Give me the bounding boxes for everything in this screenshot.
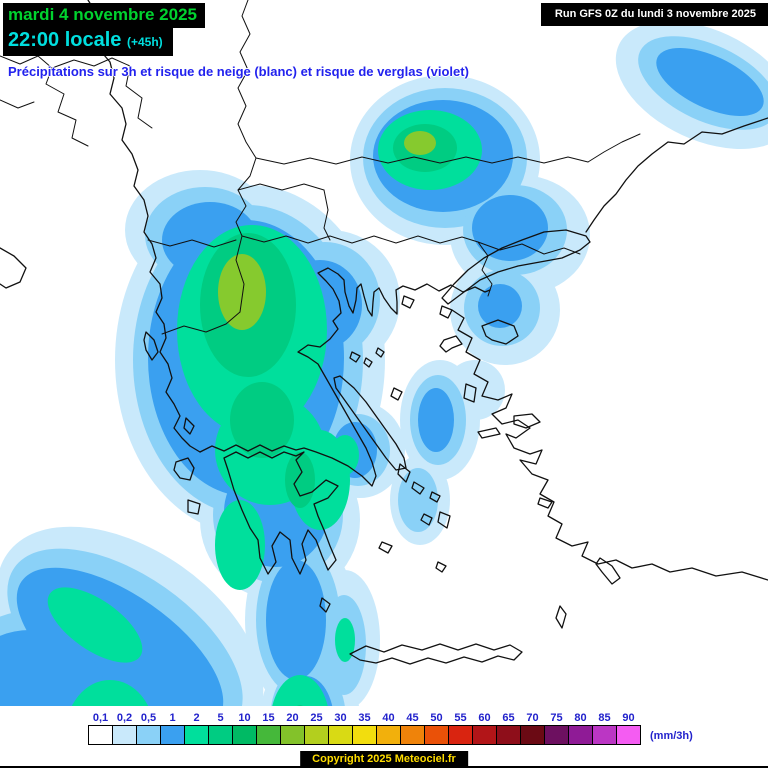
legend-cell: 0,2 xyxy=(112,711,137,745)
legend-cell: 1 xyxy=(160,711,185,745)
legend-unit: (mm/3h) xyxy=(650,730,693,742)
legend-cell: 35 xyxy=(352,711,377,745)
legend-cell-swatch xyxy=(352,725,377,745)
precip-level-10 xyxy=(218,131,436,330)
legend-cell: 25 xyxy=(304,711,329,745)
legend-cell-swatch xyxy=(208,725,233,745)
legend-cell-swatch xyxy=(280,725,305,745)
legend-cell-label: 80 xyxy=(574,712,587,724)
legend-cell-swatch xyxy=(232,725,257,745)
legend-cell-label: 40 xyxy=(382,712,395,724)
legend-cell: 70 xyxy=(520,711,545,745)
legend-cell: 10 xyxy=(232,711,257,745)
legend-cell-swatch xyxy=(256,725,281,745)
legend-cell-swatch xyxy=(88,725,113,745)
legend-cell-label: 50 xyxy=(430,712,443,724)
time-line: 22:00 locale (+45h) xyxy=(3,28,173,56)
legend-cell-label: 70 xyxy=(526,712,539,724)
legend-cell: 40 xyxy=(376,711,401,745)
legend-cell-swatch xyxy=(592,725,617,745)
legend: 0,1 0,2 0,5 1 2 5 10 15 20 25 30 35 40 45 50 55 60 65 70 75… xyxy=(0,706,768,768)
legend-cell-swatch xyxy=(448,725,473,745)
time-text: 22:00 locale xyxy=(8,29,122,51)
legend-cell: 60 xyxy=(472,711,497,745)
legend-cell-label: 1 xyxy=(169,712,176,724)
legend-cell: 30 xyxy=(328,711,353,745)
legend-cell-swatch xyxy=(544,725,569,745)
legend-cell-swatch xyxy=(616,725,641,745)
islands-group xyxy=(143,295,621,629)
run-info: Run GFS 0Z du lundi 3 novembre 2025 xyxy=(540,3,768,26)
legend-cell: 55 xyxy=(448,711,473,745)
legend-cell-label: 75 xyxy=(550,712,563,724)
legend-cell-swatch xyxy=(472,725,497,745)
legend-cell: 65 xyxy=(496,711,521,745)
legend-cell: 90 xyxy=(616,711,641,745)
legend-cell-swatch xyxy=(424,725,449,745)
legend-cell: 2 xyxy=(184,711,209,745)
legend-cell-label: 5 xyxy=(217,712,224,724)
legend-cell-label: 90 xyxy=(622,712,635,724)
legend-cell-label: 0,1 xyxy=(92,712,109,724)
legend-cell: 15 xyxy=(256,711,281,745)
legend-cell-label: 0,5 xyxy=(140,712,157,724)
legend-cell-swatch xyxy=(136,725,161,745)
legend-cell-swatch xyxy=(304,725,329,745)
legend-cell: 0,1 xyxy=(88,711,113,745)
legend-cell-swatch xyxy=(376,725,401,745)
legend-cell-swatch xyxy=(400,725,425,745)
legend-cell-label: 15 xyxy=(262,712,275,724)
legend-cell: 75 xyxy=(544,711,569,745)
borders-layer xyxy=(0,0,641,335)
date-text: mardi 4 novembre 2025 xyxy=(8,5,197,24)
legend-cell-label: 25 xyxy=(310,712,323,724)
legend-cell-swatch xyxy=(112,725,137,745)
legend-cell-swatch xyxy=(328,725,353,745)
legend-cell-label: 20 xyxy=(286,712,299,724)
coastline-layer xyxy=(0,0,768,665)
copyright-text: Copyright 2025 Meteociel.fr xyxy=(312,753,456,765)
legend-cell-swatch xyxy=(520,725,545,745)
legend-cell-label: 35 xyxy=(358,712,371,724)
legend-cell-label: 55 xyxy=(454,712,467,724)
legend-cell-swatch xyxy=(184,725,209,745)
legend-cell: 45 xyxy=(400,711,425,745)
copyright-bar: Copyright 2025 Meteociel.fr xyxy=(300,751,468,768)
legend-cell-label: 60 xyxy=(478,712,491,724)
legend-cell-label: 30 xyxy=(334,712,347,724)
legend-cell: 0,5 xyxy=(136,711,161,745)
legend-cell-label: 0,2 xyxy=(116,712,133,724)
legend-cell-label: 85 xyxy=(598,712,611,724)
legend-scale: 0,1 0,2 0,5 1 2 5 10 15 20 25 30 35 40 45 50 55 60 65 70 75… xyxy=(88,711,641,745)
legend-cell-label: 10 xyxy=(238,712,251,724)
legend-cell: 20 xyxy=(280,711,305,745)
map-subtitle: Précipitations sur 3h et risque de neige… xyxy=(8,64,469,79)
legend-cell: 80 xyxy=(568,711,593,745)
legend-cell-swatch xyxy=(568,725,593,745)
legend-cell-label: 2 xyxy=(193,712,200,724)
time-offset: (+45h) xyxy=(126,35,163,49)
legend-cell-label: 65 xyxy=(502,712,515,724)
legend-cell-swatch xyxy=(160,725,185,745)
legend-cell-label: 45 xyxy=(406,712,419,724)
legend-cell: 85 xyxy=(592,711,617,745)
legend-cell: 5 xyxy=(208,711,233,745)
legend-cell-swatch xyxy=(496,725,521,745)
date-line: mardi 4 novembre 2025 xyxy=(3,3,205,28)
legend-cell: 50 xyxy=(424,711,449,745)
